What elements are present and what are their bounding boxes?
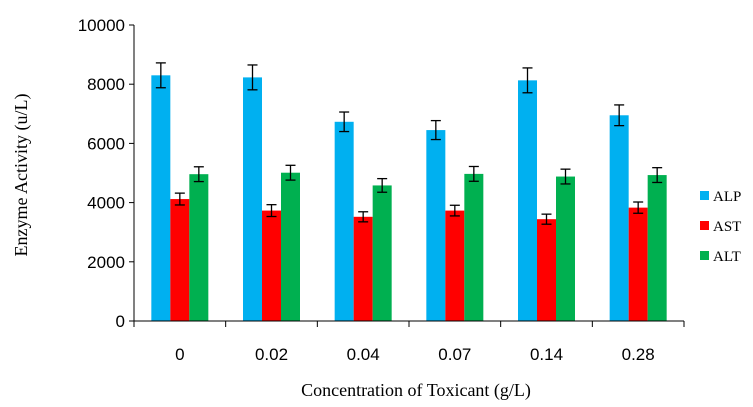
x-tick-label: 0.28 xyxy=(622,345,655,364)
legend-item-ast: AST xyxy=(700,219,741,235)
bar-ast-0.14 xyxy=(537,219,556,321)
bar-alt-0.07 xyxy=(464,173,484,321)
y-tick-label: 10000 xyxy=(78,16,125,35)
legend-swatch-alp xyxy=(700,191,709,200)
error-bar-ast-0 xyxy=(174,192,185,206)
error-bar-alt-0.02 xyxy=(285,164,296,181)
error-bar-ast-0.07 xyxy=(449,204,460,217)
error-bar-alt-0.07 xyxy=(468,165,479,182)
error-bar-alt-0.14 xyxy=(560,168,571,185)
legend-swatch-alt xyxy=(700,251,709,260)
error-bar-alp-0.02 xyxy=(247,64,258,91)
y-axis-title: Enzyme Activity (u/L) xyxy=(11,94,32,257)
x-axis-title: Concentration of Toxicant (g/L) xyxy=(301,380,531,401)
bar-alp-0.02 xyxy=(243,77,262,321)
y-tick-label: 6000 xyxy=(87,134,125,153)
error-bar-alt-0.28 xyxy=(652,167,663,184)
error-bars xyxy=(155,62,663,225)
x-axis-ticks: 0 0.02 0.04 0.07 0.14 0.28 xyxy=(133,321,685,364)
error-bar-alp-0.28 xyxy=(614,104,625,127)
bar-alt-0.14 xyxy=(556,176,575,321)
y-tick-label: 2000 xyxy=(87,253,125,272)
x-tick-label: 0.04 xyxy=(347,345,380,364)
legend-item-alp: ALP xyxy=(700,189,741,205)
bar-series xyxy=(151,75,667,322)
bar-alp-0.04 xyxy=(334,121,354,322)
error-bar-alp-0.14 xyxy=(522,67,533,94)
error-bar-ast-0.04 xyxy=(358,211,369,223)
x-tick-label: 0.07 xyxy=(438,345,471,364)
bar-ast-0.02 xyxy=(262,210,281,321)
bar-ast-0.07 xyxy=(445,210,465,321)
legend: ALP AST ALT xyxy=(700,189,741,265)
error-bar-ast-0.28 xyxy=(633,201,644,214)
y-tick-label: 0 xyxy=(116,312,125,331)
error-bar-ast-0.14 xyxy=(541,213,552,225)
x-tick-label: 0.14 xyxy=(530,345,563,364)
bar-alt-0.04 xyxy=(372,185,392,321)
y-tick-label: 8000 xyxy=(87,75,125,94)
legend-label-alp: ALP xyxy=(713,189,741,205)
bar-alt-0.02 xyxy=(281,172,300,321)
bar-alp-0 xyxy=(151,75,171,321)
y-tick-label: 4000 xyxy=(87,194,125,213)
x-tick-label: 0 xyxy=(175,345,184,364)
legend-item-alt: ALT xyxy=(700,249,741,265)
legend-swatch-ast xyxy=(700,221,709,230)
bar-ast-0.04 xyxy=(353,216,373,321)
error-bar-ast-0.02 xyxy=(266,204,277,218)
error-bar-alt-0.04 xyxy=(377,177,388,193)
bar-alt-0 xyxy=(189,174,209,321)
legend-label-alt: ALT xyxy=(713,249,741,265)
bar-alt-0.28 xyxy=(647,175,667,321)
bar-alp-0.07 xyxy=(426,130,446,321)
error-bar-alt-0 xyxy=(193,166,204,183)
bar-ast-0.28 xyxy=(628,207,648,321)
error-bar-alp-0.07 xyxy=(430,119,441,141)
error-bar-alp-0.04 xyxy=(339,111,350,133)
bar-alp-0.14 xyxy=(518,80,537,322)
bar-alp-0.28 xyxy=(609,115,629,321)
error-bar-alp-0 xyxy=(155,62,166,89)
y-axis-ticks: 0 2000 4000 6000 8000 10000 xyxy=(78,16,134,331)
x-tick-label: 0.02 xyxy=(255,345,288,364)
bar-ast-0 xyxy=(170,199,190,321)
legend-label-ast: AST xyxy=(713,219,741,235)
